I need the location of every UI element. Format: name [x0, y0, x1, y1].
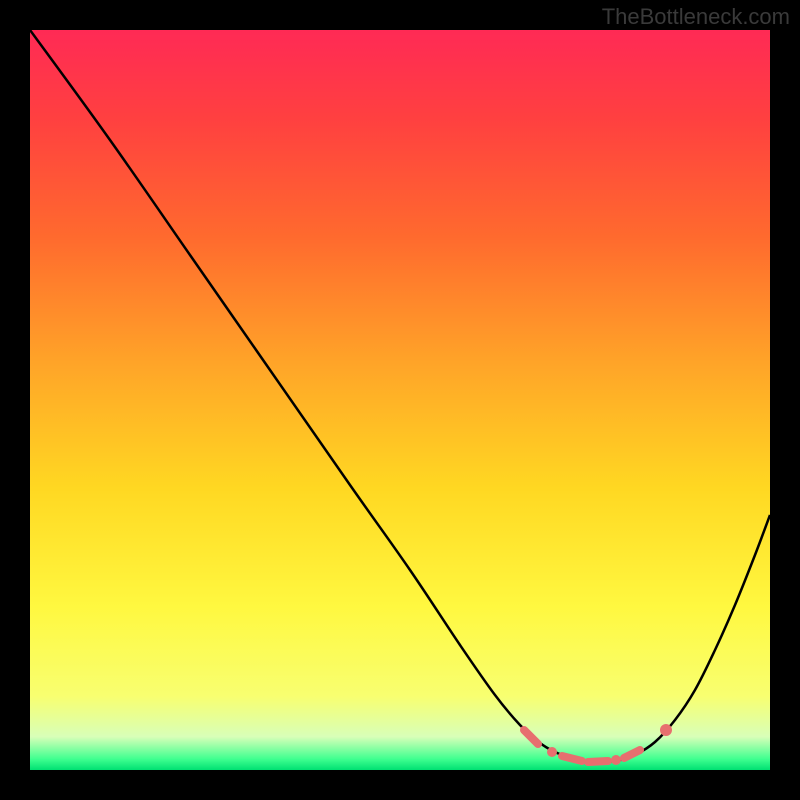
- gradient-background: [30, 30, 770, 770]
- curve-marker-seg: [562, 756, 582, 761]
- curve-marker-seg: [588, 761, 608, 762]
- curve-marker-dot: [611, 755, 621, 765]
- chart-svg: [30, 30, 770, 770]
- curve-marker-dot: [660, 724, 672, 736]
- chart-plot-area: [30, 30, 770, 770]
- curve-marker-dot: [547, 747, 557, 757]
- watermark-text: TheBottleneck.com: [602, 4, 790, 30]
